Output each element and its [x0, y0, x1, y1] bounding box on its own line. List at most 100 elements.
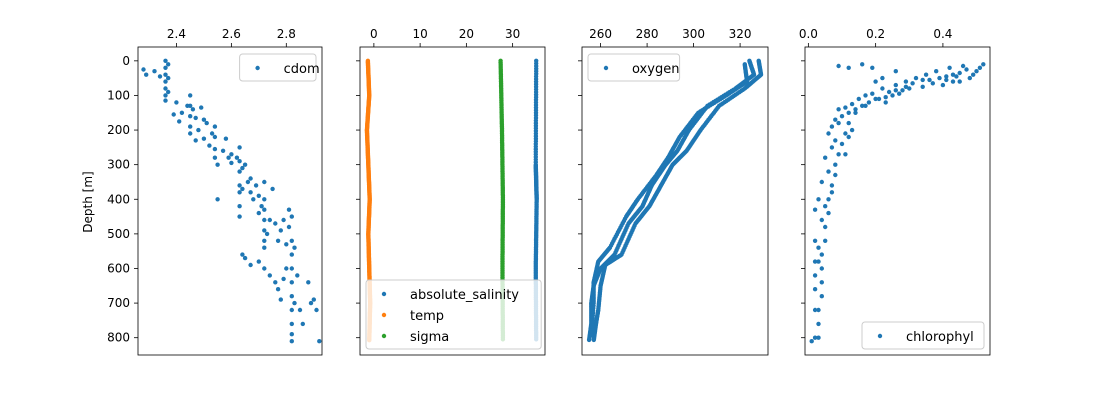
- data-point: [819, 266, 824, 271]
- data-point: [262, 217, 267, 223]
- data-point: [281, 217, 286, 223]
- x-tick-label: 30: [505, 27, 520, 41]
- y-tick-label: 100: [107, 88, 130, 102]
- y-tick-label: 700: [107, 296, 130, 310]
- data-point: [849, 101, 855, 107]
- legend-marker: [381, 291, 387, 297]
- legend: chlorophyl: [861, 321, 985, 350]
- data-point: [920, 77, 925, 83]
- data-point: [812, 287, 818, 292]
- data-point: [819, 217, 824, 223]
- data-point: [812, 273, 818, 278]
- data-point: [289, 214, 294, 219]
- data-point: [812, 238, 818, 243]
- data-point: [166, 62, 171, 67]
- data-point: [923, 72, 929, 77]
- series-cdom: [141, 58, 322, 344]
- data-point: [284, 266, 289, 271]
- data-point: [273, 280, 278, 285]
- data-point: [823, 224, 828, 230]
- data-point: [237, 183, 242, 188]
- data-point: [300, 321, 305, 327]
- data-point: [311, 297, 316, 302]
- data-point: [289, 307, 294, 313]
- data-point: [212, 146, 218, 152]
- data-point: [833, 138, 838, 143]
- data-point: [308, 300, 314, 306]
- data-point: [913, 75, 919, 81]
- x-tick-label: 300: [682, 27, 705, 41]
- data-point: [248, 262, 253, 268]
- data-point: [873, 96, 878, 102]
- data-point: [264, 231, 270, 237]
- data-point: [188, 124, 193, 129]
- data-point: [256, 210, 261, 216]
- data-point: [893, 82, 898, 88]
- data-point: [281, 276, 286, 282]
- data-point: [163, 65, 168, 71]
- data-point: [193, 138, 198, 143]
- legend-marker: [381, 312, 387, 318]
- data-point: [816, 307, 821, 313]
- legend-marker: [381, 333, 387, 339]
- data-point: [166, 75, 171, 81]
- panel-oxygen: 260 280 300 320 oxygen: [578, 27, 769, 356]
- data-point: [853, 110, 858, 116]
- data-point: [816, 245, 821, 250]
- data-point: [819, 294, 824, 299]
- data-point: [289, 280, 294, 285]
- data-point: [207, 143, 212, 148]
- x-tick-label: 260: [589, 27, 612, 41]
- data-point: [237, 190, 242, 195]
- data-point: [237, 169, 242, 174]
- data-point: [591, 337, 596, 343]
- data-point: [289, 238, 294, 243]
- axes-frame: [581, 46, 769, 356]
- data-point: [242, 255, 248, 261]
- legend-box: [239, 53, 317, 82]
- data-point: [177, 119, 182, 124]
- data-point: [944, 77, 949, 83]
- data-point: [883, 100, 888, 105]
- data-point: [819, 280, 824, 285]
- data-point: [893, 69, 898, 74]
- series-chlorophyl: [809, 62, 986, 344]
- data-point: [836, 152, 841, 157]
- data-point: [152, 69, 157, 74]
- data-point: [900, 88, 905, 93]
- data-point: [262, 228, 267, 233]
- data-point: [229, 160, 234, 166]
- panel-cdom: 2.4 2.6 2.8 0 100 200 300 400 500 600 700 800 cdom: [107, 27, 323, 356]
- data-point: [275, 238, 281, 243]
- data-point: [903, 79, 909, 84]
- data-point: [295, 273, 300, 278]
- data-point: [856, 96, 861, 102]
- data-point: [843, 131, 848, 136]
- data-point: [240, 252, 245, 257]
- data-point: [876, 96, 882, 102]
- x-tick-label: 320: [729, 27, 752, 41]
- data-point: [934, 69, 939, 74]
- data-point: [141, 67, 146, 72]
- data-point: [289, 266, 294, 271]
- data-point: [863, 103, 868, 109]
- data-point: [843, 105, 848, 110]
- data-point: [907, 86, 912, 91]
- data-point: [190, 107, 196, 112]
- y-tick-label: 200: [107, 123, 130, 137]
- data-point: [248, 176, 253, 181]
- data-point: [843, 152, 848, 157]
- data-point: [262, 245, 267, 250]
- data-point: [237, 214, 242, 219]
- data-point: [292, 245, 297, 250]
- data-point: [823, 155, 828, 160]
- data-point: [199, 105, 204, 110]
- data-point: [853, 107, 858, 112]
- data-point: [212, 124, 218, 129]
- data-point: [957, 70, 962, 76]
- legend: cdom: [239, 53, 320, 82]
- data-point: [262, 197, 267, 202]
- data-point: [826, 131, 831, 136]
- data-point: [950, 79, 956, 84]
